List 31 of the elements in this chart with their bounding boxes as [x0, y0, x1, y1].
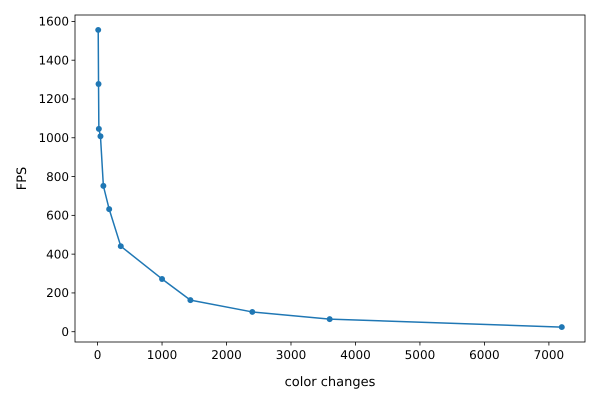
- y-tick-label: 1600: [38, 14, 69, 29]
- x-tick-label: 7000: [534, 348, 564, 362]
- x-tick-label: 6000: [469, 348, 500, 362]
- x-tick-label: 2000: [211, 348, 242, 362]
- y-tick-label: 1400: [38, 53, 69, 68]
- y-tick-label: 1000: [38, 130, 69, 145]
- point: [96, 126, 102, 132]
- y-tick-label: 400: [46, 247, 69, 262]
- point: [249, 308, 256, 315]
- point: [95, 26, 102, 33]
- y-tick-label: 1200: [38, 92, 69, 106]
- x-tick-label: 3000: [276, 348, 306, 362]
- y-tick-label: 0: [61, 324, 69, 339]
- point: [558, 324, 565, 330]
- y-tick-label: 200: [46, 286, 69, 300]
- point: [106, 206, 112, 212]
- point: [159, 276, 166, 282]
- x-tick-label: 4000: [340, 348, 371, 362]
- point: [97, 133, 104, 140]
- point: [118, 243, 124, 250]
- x-tick-label: 5000: [404, 348, 436, 362]
- point: [96, 81, 102, 88]
- y-tick-label: 600: [46, 208, 69, 223]
- y-axis-title: FPS: [15, 166, 30, 190]
- point: [326, 316, 333, 322]
- y-tick-label: 800: [46, 170, 69, 184]
- x-axis-title: color changes: [284, 375, 376, 390]
- point: [187, 297, 194, 304]
- x-tick-label: 0: [94, 348, 102, 362]
- point: [100, 182, 106, 189]
- x-tick-label: 1000: [146, 348, 178, 362]
